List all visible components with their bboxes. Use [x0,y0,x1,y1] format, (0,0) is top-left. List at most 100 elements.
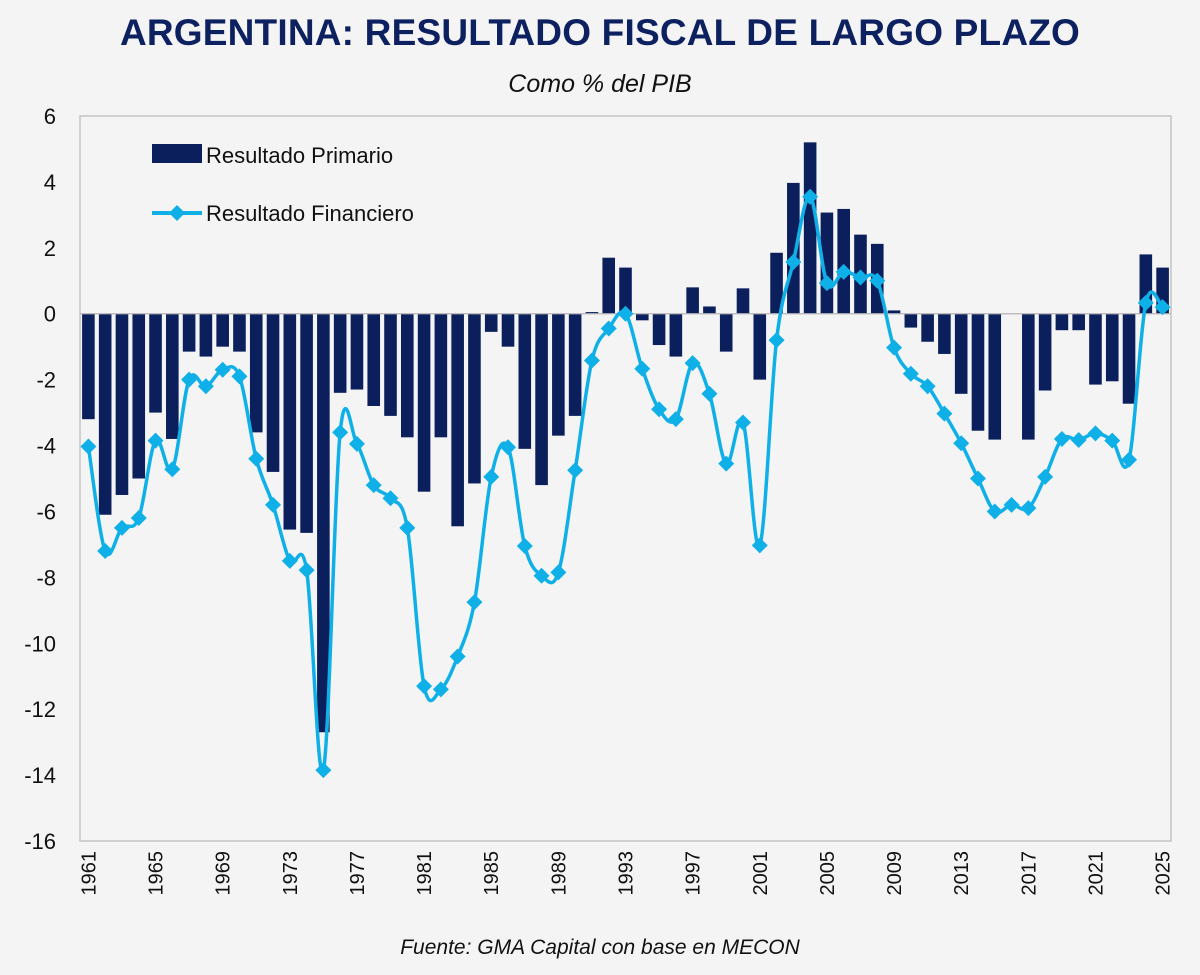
marker-financiero-2012 [936,405,953,422]
bar-primario-1989 [552,313,565,436]
marker-financiero-2021 [1087,425,1104,442]
y-tick-label: -2 [36,368,56,393]
bar-primario-1970 [233,313,246,352]
marker-financiero-2003 [785,253,802,270]
bar-primario-1979 [384,313,397,416]
bar-primario-1967 [182,313,196,352]
marker-financiero-1984 [466,594,483,611]
marker-financiero-2015 [986,503,1003,520]
marker-financiero-2008 [869,272,886,289]
bar-primario-1971 [249,313,263,433]
y-tick-label: -10 [24,631,56,656]
x-tick-label: 2001 [750,851,772,896]
bar-primario-2004 [803,142,817,314]
marker-financiero-1997 [684,355,701,372]
bar-primario-2023 [1122,313,1136,404]
marker-financiero-1971 [248,450,265,467]
bar-primario-1977 [350,313,364,390]
chart-subtitle: Como % del PIB [508,70,692,98]
line-series-financiero [80,188,1171,779]
x-tick-label: 1997 [683,851,705,896]
legend: Resultado Primario Resultado Financiero [152,143,414,226]
bar-primario-1961 [82,313,95,420]
x-tick-label: 1985 [481,851,503,896]
marker-financiero-1967 [181,371,198,388]
bar-primario-2002 [770,252,783,314]
marker-financiero-1986 [500,439,517,456]
bar-primario-1990 [568,313,582,416]
marker-financiero-1963 [113,519,130,536]
marker-financiero-1976 [332,424,349,441]
bar-primario-2012 [938,313,951,354]
marker-financiero-1979 [382,490,399,507]
bar-primario-1972 [266,313,280,472]
bar-primario-1982 [434,313,448,438]
x-tick-label: 1993 [616,851,638,896]
bar-primario-1991 [585,312,599,314]
bar-primario-2013 [954,313,968,394]
bar-primario-1974 [300,313,313,533]
marker-financiero-1995 [651,401,668,418]
marker-financiero-2023 [1121,451,1138,468]
marker-financiero-1981 [416,678,433,695]
x-tick-label: 1977 [347,851,369,896]
bar-primario-1994 [635,313,649,321]
x-tick-label: 2025 [1153,851,1175,896]
marker-financiero-2022 [1104,432,1121,449]
marker-financiero-2020 [1070,431,1087,448]
bar-primario-2010 [904,313,918,328]
x-tick-label: 1965 [146,851,168,896]
marker-financiero-1994 [634,360,651,377]
marker-financiero-1978 [365,477,382,494]
y-tick-label: 4 [44,170,56,195]
bar-primario-1987 [518,313,532,449]
bar-primario-2014 [971,313,985,431]
marker-financiero-1966 [164,461,181,478]
marker-financiero-2025 [1154,299,1171,316]
marker-financiero-2018 [1037,468,1054,485]
bar-primario-1969 [216,313,229,347]
bar-primario-1966 [166,313,179,439]
x-tick-label: 1989 [548,851,570,896]
bar-primario-1996 [669,313,683,357]
x-tick-label: 1973 [280,851,302,896]
bar-primario-2022 [1105,313,1119,382]
bar-primario-2018 [1038,313,1052,391]
marker-financiero-1969 [214,361,231,378]
bar-series-primario [82,142,1169,733]
marker-financiero-1998 [701,385,718,402]
marker-financiero-2002 [768,332,785,349]
x-axis-ticks: 1961 1965 1969 1973 1977 1981 1985 1989 1993 1997… [78,851,1174,896]
plot-frame [79,115,1172,842]
marker-financiero-2014 [969,470,986,487]
bar-primario-2001 [753,313,767,380]
marker-financiero-2010 [902,365,919,382]
bar-primario-1993 [619,267,632,314]
bar-primario-1981 [417,313,431,492]
marker-financiero-2011 [919,378,936,395]
marker-financiero-2013 [953,435,970,452]
marker-financiero-1996 [667,411,684,428]
bar-primario-1975 [317,313,330,733]
x-tick-label: 2013 [951,851,973,896]
marker-financiero-1965 [147,432,164,449]
marker-financiero-1975 [315,762,332,779]
marker-financiero-2006 [835,263,852,280]
y-tick-label: -14 [24,763,56,788]
marker-financiero-1989 [550,564,567,581]
y-tick-label: 2 [44,236,56,261]
legend-label-financiero: Resultado Financiero [206,201,414,226]
x-tick-label: 1961 [78,851,100,896]
bar-primario-2006 [837,208,850,314]
marker-financiero-2005 [818,275,835,292]
marker-financiero-2017 [1020,500,1037,517]
bar-primario-2021 [1089,313,1102,385]
bar-primario-1998 [703,306,716,314]
bar-primario-2017 [1022,313,1035,440]
marker-financiero-1985 [483,468,500,485]
x-tick-label: 2009 [884,851,906,896]
marker-financiero-1982 [432,681,449,698]
bar-primario-1976 [333,313,347,393]
marker-financiero-1968 [197,378,214,395]
marker-financiero-2000 [734,414,751,431]
